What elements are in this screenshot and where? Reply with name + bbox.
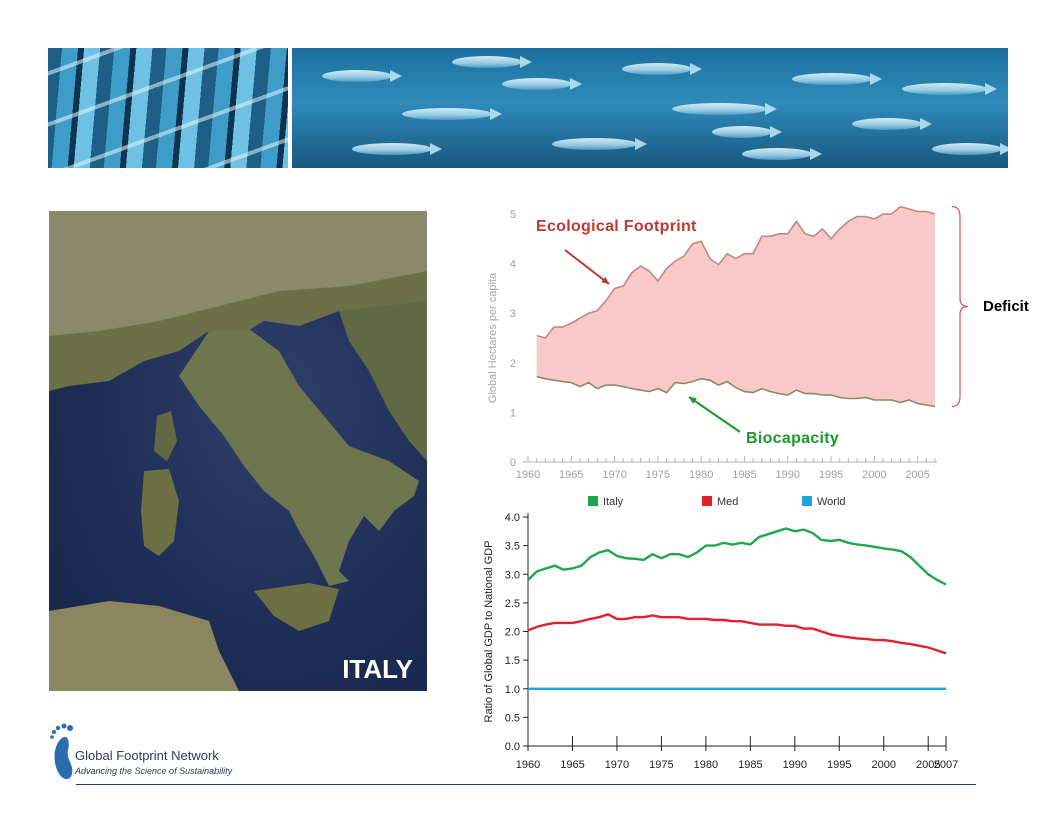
fish-decoration — [622, 63, 702, 75]
x-tick-label: 1990 — [776, 469, 800, 480]
footer-divider — [76, 784, 976, 785]
footprint-arrow — [564, 249, 610, 285]
fish-decoration — [322, 70, 402, 82]
ecological-footprint-label: Ecological Footprint — [536, 218, 697, 235]
y-tick-label: 2.0 — [505, 627, 520, 639]
fish-decoration — [452, 56, 532, 68]
fish-decoration — [852, 118, 932, 130]
fish-decoration — [552, 138, 647, 150]
fish-decoration — [502, 78, 582, 90]
y-tick-label: 2.5 — [505, 598, 520, 610]
fish-decoration — [902, 83, 997, 95]
x-tick-label: 2005 — [916, 759, 940, 771]
x-tick-label: 2000 — [862, 469, 886, 480]
y-axis-label: Ratio of Global GDP to National GDP — [483, 541, 495, 723]
x-tick-label: 1970 — [605, 759, 629, 771]
y-tick-label: 3 — [510, 308, 516, 320]
fish-decoration — [352, 143, 442, 155]
legend-label: Italy — [603, 496, 624, 508]
x-tick-label: 1980 — [689, 469, 713, 480]
fish-decoration — [672, 103, 777, 115]
x-tick-label: 2000 — [872, 759, 896, 771]
x-tick-label: 1960 — [516, 469, 540, 480]
x-tick-label: 1980 — [694, 759, 718, 771]
logo-tagline: Advancing the Science of Sustainability — [75, 766, 233, 776]
x-tick-label: 1965 — [560, 759, 584, 771]
y-axis-label: Global Hectares per capita — [487, 272, 499, 403]
legend-swatch — [702, 496, 712, 506]
y-tick-label: 1.0 — [505, 684, 520, 696]
med-series-line — [527, 613, 947, 655]
biocapacity-arrow — [688, 396, 741, 433]
legend-label: World — [817, 496, 846, 508]
x-tick-label: 1995 — [819, 469, 843, 480]
footprint-arrow-head — [601, 276, 609, 284]
y-tick-label: 3.0 — [505, 569, 520, 581]
y-tick-label: 4 — [510, 259, 516, 271]
fish-decoration — [712, 126, 782, 138]
y-tick-label: 2 — [510, 358, 516, 370]
y-tick-label: 0.0 — [505, 741, 520, 753]
x-tick-label: 1990 — [783, 759, 807, 771]
y-tick-label: 1.5 — [505, 655, 520, 667]
italy-series-line — [527, 527, 947, 586]
banner-boats-image — [48, 48, 288, 168]
banner-fish-image — [292, 48, 1008, 168]
biocapacity-arrow-head — [689, 397, 697, 404]
x-tick-label: 1970 — [602, 469, 626, 480]
italy-landmass — [49, 211, 427, 691]
fish-decoration — [932, 143, 1008, 155]
biocapacity-label: Biocapacity — [746, 430, 840, 447]
x-tick-label: 1960 — [516, 759, 540, 771]
y-tick-label: 0 — [510, 457, 516, 469]
x-tick-label: 1975 — [649, 759, 673, 771]
y-tick-label: 1 — [510, 407, 516, 419]
logo-name: Global Footprint Network — [75, 748, 219, 763]
deficit-area — [536, 206, 935, 407]
italy-satellite-map: ITALY — [49, 211, 427, 691]
footprint-logo-icon — [50, 723, 73, 780]
y-tick-label: 5 — [510, 209, 516, 221]
gdp-ratio-chart: Italy Med World 0.0 0.5 1.0 1.5 2.0 2.5 3.0 3.5 4.0… — [483, 496, 958, 771]
deficit-brace — [951, 205, 969, 408]
legend-swatch — [802, 496, 812, 506]
y-tick-label: 0.5 — [505, 712, 520, 724]
fish-decoration — [742, 148, 822, 160]
map-country-label: ITALY — [342, 654, 413, 684]
deficit-label: Deficit — [983, 298, 1029, 315]
y-tick-label: 3.5 — [505, 541, 520, 553]
biocapacity-line — [536, 375, 936, 408]
x-tick-label: 2005 — [905, 469, 929, 480]
fish-decoration — [402, 108, 502, 120]
ecological-footprint-line — [536, 205, 936, 339]
legend-label: Med — [717, 496, 738, 508]
footprint-chart: 1960 1965 1970 1975 1980 1985 1990 1995 2000 2005… — [487, 205, 969, 480]
x-tick-label: 1995 — [827, 759, 851, 771]
x-tick-label: 1965 — [559, 469, 583, 480]
x-tick-label: 1985 — [732, 469, 756, 480]
y-tick-label: 4.0 — [505, 512, 520, 524]
x-tick-label: 2007 — [934, 759, 958, 771]
x-tick-label: 1985 — [738, 759, 762, 771]
legend-swatch — [588, 496, 598, 506]
fish-decoration — [792, 73, 882, 85]
x-tick-label: 1975 — [646, 469, 670, 480]
